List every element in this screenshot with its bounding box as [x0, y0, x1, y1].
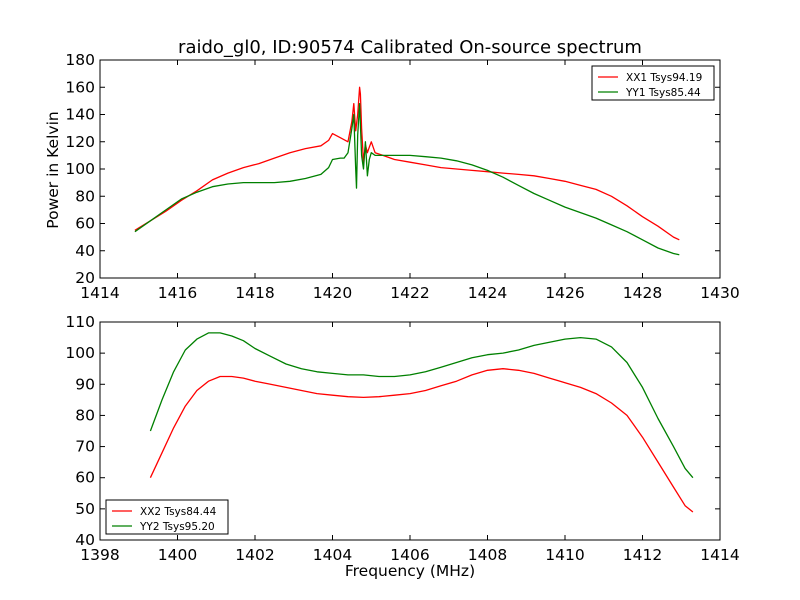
y-tick-label: 70	[75, 438, 95, 456]
y-tick-label: 50	[75, 500, 95, 518]
legend-box	[105, 499, 229, 535]
x-tick-label: 1402	[235, 546, 274, 564]
x-tick-label: 1398	[80, 546, 119, 564]
bottom-plot: 1398 1400 1402 1404 1406 1408 1410 1412 1414 40 50…	[65, 313, 739, 564]
y-tick-label: 100	[65, 344, 95, 362]
y-tick-label: 60	[75, 215, 95, 233]
y-tick-label: 20	[75, 269, 95, 287]
y-tick-label: 80	[75, 187, 95, 205]
x-tick-label: 1412	[623, 546, 662, 564]
legend-label: XX2 Tsys84.44	[140, 506, 217, 518]
x-tick-label: 1410	[545, 546, 584, 564]
x-tick-label: 1422	[390, 284, 429, 302]
x-tick-label: 1416	[158, 284, 197, 302]
legend-label: XX1 Tsys94.19	[626, 72, 702, 84]
x-tick-label: 1420	[313, 284, 352, 302]
y-axis-label: Power in Kelvin	[44, 111, 62, 228]
y-tick-label: 110	[65, 313, 95, 331]
y-tick-label: 80	[75, 406, 95, 424]
series-line-yy1	[134, 102, 680, 256]
x-tick-label: 1426	[545, 284, 584, 302]
y-tick-label: 140	[65, 106, 95, 124]
series-line-yy2	[149, 332, 694, 479]
y-tick-label: 100	[65, 160, 95, 178]
y-tick-label: 90	[75, 375, 95, 393]
x-tick-label: 1414	[700, 546, 739, 564]
y-tick-label: 120	[65, 133, 95, 151]
chart-title: raido_gl0, ID:90574 Calibrated On-source…	[178, 37, 642, 58]
x-tick-label: 1414	[80, 284, 119, 302]
x-tick-label: 1430	[700, 284, 739, 302]
x-tick-label: 1428	[623, 284, 662, 302]
y-tick-label: 40	[75, 242, 95, 260]
y-tick-label: 60	[75, 469, 95, 487]
series-line-xx1	[134, 86, 680, 241]
top-plot: 1414 1416 1418 1420 1422 1424 1426 1428 1430 20 40…	[65, 51, 739, 302]
legend-box	[591, 65, 715, 101]
legend-label: YY2 Tsys95.20	[139, 521, 215, 533]
series-line-xx2	[149, 368, 694, 513]
x-tick-label: 1408	[468, 546, 507, 564]
y-tick-label: 180	[65, 51, 95, 69]
x-tick-label: 1418	[235, 284, 274, 302]
x-axis-label: Frequency (MHz)	[345, 562, 475, 580]
y-tick-label: 40	[75, 531, 95, 549]
x-tick-label: 1404	[313, 546, 352, 564]
x-tick-label: 1406	[390, 546, 429, 564]
x-tick-label: 1424	[468, 284, 507, 302]
x-tick-label: 1400	[158, 546, 197, 564]
y-tick-label: 160	[65, 78, 95, 96]
legend-label: YY1 Tsys85.44	[625, 87, 701, 99]
